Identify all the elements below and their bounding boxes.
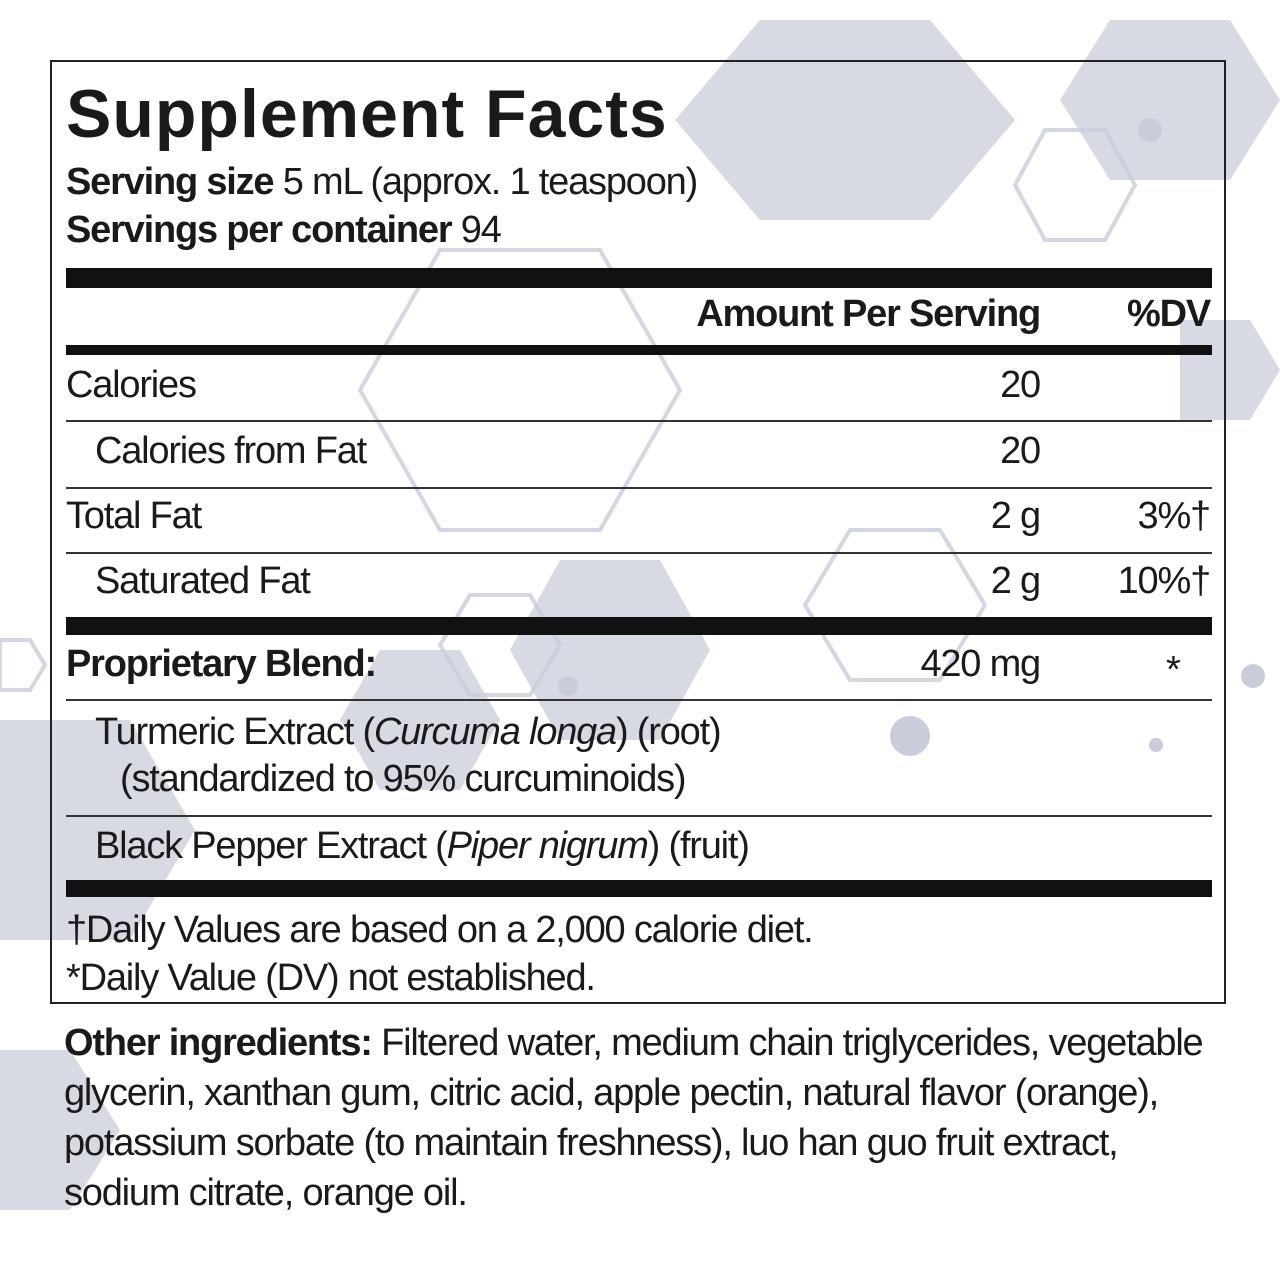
amount-header: Amount Per Serving bbox=[696, 293, 1041, 335]
facts-panel bbox=[50, 60, 1226, 1004]
thin-rule bbox=[66, 699, 1212, 701]
ingredient: Turmeric Extract (Curcuma longa) (root) bbox=[95, 710, 722, 754]
serving-size: Serving size 5 mL (approx. 1 teaspoon) bbox=[66, 160, 698, 204]
row-name: Calories bbox=[66, 364, 197, 406]
row-amount: 20 bbox=[1000, 364, 1041, 406]
value: 5 mL (approx. 1 teaspoon) bbox=[282, 161, 698, 203]
label: Other ingredients: bbox=[64, 1022, 373, 1064]
blend-name: Proprietary Blend: bbox=[66, 643, 377, 685]
footnote: †Daily Values are based on a 2,000 calor… bbox=[66, 909, 814, 951]
text: Filtered water, medium chain triglycerid… bbox=[64, 1022, 1204, 1214]
thick-rule bbox=[66, 617, 1212, 635]
ingredient-note: (standardized to 95% curcuminoids) bbox=[120, 758, 687, 800]
blend-dv: * bbox=[1166, 649, 1181, 691]
row-amount: 20 bbox=[1000, 430, 1041, 472]
row-name: Calories from Fat bbox=[95, 430, 367, 472]
ingredient: Black Pepper Extract (Piper nigrum) (fru… bbox=[95, 824, 750, 868]
dv-header: %DV bbox=[1127, 293, 1211, 335]
row-amount: 2 g bbox=[990, 495, 1041, 537]
latin-name: Curcuma longa bbox=[373, 711, 617, 753]
row-dv: 3%† bbox=[1137, 495, 1212, 537]
text: ) (root) bbox=[616, 711, 722, 753]
text: Turmeric Extract ( bbox=[95, 711, 375, 753]
thick-rule bbox=[66, 268, 1212, 288]
text: ) (fruit) bbox=[647, 825, 750, 867]
label: Serving size bbox=[66, 161, 275, 203]
row-name: Saturated Fat bbox=[95, 560, 311, 602]
medium-rule bbox=[66, 345, 1212, 355]
footnote: *Daily Value (DV) not established. bbox=[66, 957, 596, 999]
label: Servings per container bbox=[66, 209, 453, 251]
thin-rule bbox=[66, 815, 1212, 817]
other-ingredients: Other ingredients: Filtered water, mediu… bbox=[64, 1018, 1234, 1218]
row-name: Total Fat bbox=[66, 495, 202, 537]
servings-per-container: Servings per container 94 bbox=[66, 208, 502, 252]
text: Black Pepper Extract ( bbox=[95, 825, 448, 867]
thin-rule bbox=[66, 487, 1212, 489]
row-dv: 10%† bbox=[1117, 560, 1212, 602]
latin-name: Piper nigrum bbox=[446, 825, 649, 867]
thin-rule bbox=[66, 552, 1212, 554]
blend-amount: 420 mg bbox=[920, 643, 1041, 685]
value: 94 bbox=[460, 209, 502, 251]
thin-rule bbox=[66, 420, 1212, 422]
title: Supplement Facts bbox=[66, 76, 668, 152]
thick-rule bbox=[66, 880, 1212, 897]
row-amount: 2 g bbox=[990, 560, 1041, 602]
